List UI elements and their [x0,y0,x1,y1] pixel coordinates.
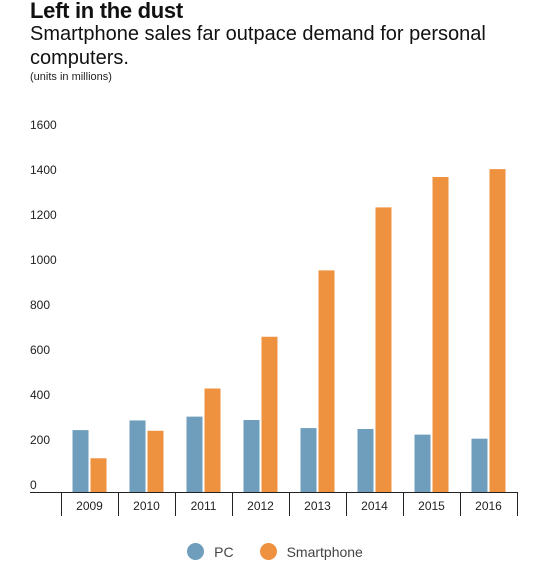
bar-smartphone-2010 [147,430,164,492]
y-tick-label: 1400 [30,163,57,177]
x-tick-label: 2016 [475,499,502,513]
bar-pc-2014 [357,429,374,492]
bar-pc-2016 [471,438,488,492]
y-tick-label: 1000 [30,253,57,267]
x-tick-label: 2012 [247,499,274,513]
legend-item-smartphone: Smartphone [259,543,363,560]
bar-pc-2015 [414,434,431,492]
bar-pc-2012 [243,420,260,492]
bar-pc-2011 [186,416,203,492]
bar-pc-2013 [300,428,317,492]
y-tick-label: 800 [30,298,50,312]
bar-smartphone-2014 [375,207,392,492]
y-tick-label: 600 [30,343,50,357]
x-tick-label: 2010 [133,499,160,513]
y-tick-label: 1200 [30,208,57,222]
y-tick-label: 1600 [30,118,57,132]
legend-label-pc: PC [214,543,234,560]
bar-smartphone-2015 [432,177,449,492]
bar-smartphone-2009 [90,458,107,492]
chart-subtitle: Smartphone sales far outpace demand for … [30,23,486,69]
legend-label-smartphone: Smartphone [286,543,363,560]
chart-title: Left in the dust [30,0,183,23]
x-tick-label: 2009 [76,499,103,513]
bar-smartphone-2012 [261,336,278,492]
x-tick-label: 2014 [361,499,388,513]
bar-smartphone-2011 [204,388,221,492]
x-tick-label: 2011 [191,499,217,513]
y-tick-label: 0 [30,478,37,492]
bar-pc-2010 [129,420,146,492]
bar-smartphone-2016 [489,169,506,492]
chart-legend: PC Smartphone [0,543,550,560]
legend-swatch-smartphone [259,543,277,560]
x-tick-label: 2013 [304,499,331,513]
legend-item-pc: PC [187,543,234,560]
y-tick-label: 200 [30,433,50,447]
x-tick-label: 2015 [418,499,445,513]
bar-pc-2009 [72,430,89,492]
legend-swatch-pc [187,543,205,560]
units-note: (units in millions) [30,71,112,83]
bar-smartphone-2013 [318,270,335,492]
y-tick-label: 400 [30,388,50,402]
